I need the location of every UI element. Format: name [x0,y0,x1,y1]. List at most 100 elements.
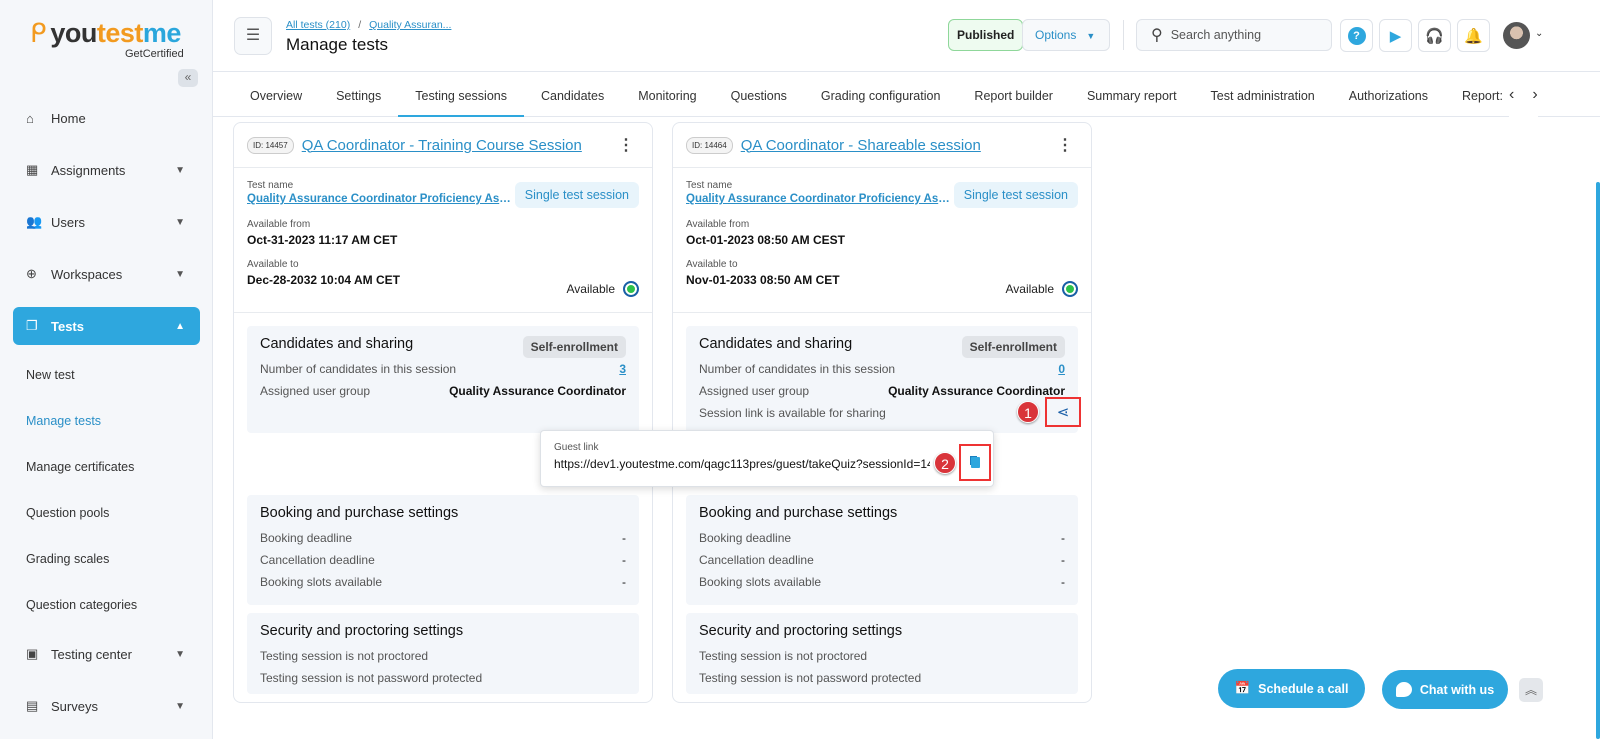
sidebar-item-tests[interactable]: ❐ Tests ▲ [13,307,200,345]
row-label: Number of candidates in this session [260,362,457,376]
search-placeholder: Search anything [1170,28,1262,42]
row-value: - [622,531,626,545]
row-label: Session link is available for sharing [699,406,886,420]
tab-questions[interactable]: Questions [730,89,787,103]
help-button[interactable]: ? [1340,19,1373,52]
chat-label: Chat with us [1419,682,1495,697]
sidebar-item-home[interactable]: ⌂ Home [0,92,213,144]
tests-icon: ❐ [26,318,38,333]
chevron-up-icon: ▲ [175,320,185,332]
candidates-count-link[interactable]: 0 [1058,362,1065,376]
options-dropdown[interactable]: Options ▼ [1022,19,1110,51]
more-options-icon[interactable]: ⋮ [618,137,634,154]
chevron-down-icon: ▼ [175,700,185,712]
sidebar-item-workspaces[interactable]: ⊕ Workspaces ▼ [0,248,213,300]
status-dot-icon [623,281,639,297]
sidebar-subitem-manage-certificates[interactable]: Manage certificates [26,460,135,474]
tab-candidates[interactable]: Candidates [540,89,605,103]
available-to-value: Nov-01-2033 08:50 AM CET [686,273,840,287]
chevron-down-icon: ▼ [175,216,185,228]
tab-summary-report[interactable]: Summary report [1086,89,1177,103]
row-value: - [1061,531,1065,545]
row-label: Assigned user group [699,384,810,398]
sidebar-item-label: Users [51,214,85,230]
sidebar-item-surveys[interactable]: ▤ Surveys ▼ [0,680,213,732]
sidebar-subitem-question-categories[interactable]: Question categories [26,598,138,612]
available-to-label: Available to [686,259,738,270]
sidebar-nav: ⌂ Home ▦ Assignments ▼ 👥 Users ▼ ⊕ Workspaces ▼… [0,92,213,732]
scroll-to-top-button[interactable]: ︽ [1519,678,1543,702]
tab-list: Overview Settings Testing sessions Candi… [213,73,1505,117]
session-title-link[interactable]: QA Coordinator - Shareable session [740,136,981,154]
home-icon: ⌂ [26,110,34,126]
play-button[interactable]: ▶ [1379,19,1412,52]
test-name-link[interactable]: Quality Assurance Coordinator Proficienc… [686,193,956,205]
chat-bubble-icon [1395,682,1412,697]
status-badge[interactable]: Published [948,19,1024,51]
guest-link-url[interactable]: https://dev1.youtestme.com/qagc113pres/g… [554,457,930,471]
user-group-value: Quality Assurance Coordinator [449,384,626,398]
tab-monitoring[interactable]: Monitoring [638,89,697,103]
scrollbar[interactable] [1596,182,1600,739]
hamburger-icon: ☰ [245,27,261,44]
breadcrumb-test[interactable]: Quality Assuran... [369,19,452,31]
sidebar-item-label: Home [51,110,86,126]
tab-report-builder[interactable]: Report builder [974,89,1053,103]
support-button[interactable]: 🎧 [1418,19,1451,52]
row-value: - [622,575,626,589]
tab-test-administration[interactable]: Test administration [1210,89,1315,103]
share-button[interactable]: ⋖ [1045,397,1081,427]
sidebar-subitem-manage-tests[interactable]: Manage tests [26,414,102,428]
sidebar-subitem-new-test[interactable]: New test [26,368,75,382]
search-icon: ⚲ [1151,27,1163,44]
collapse-sidebar-button[interactable]: « [178,69,198,87]
copy-link-button[interactable] [959,444,991,481]
session-title-link[interactable]: QA Coordinator - Training Course Session [301,136,582,154]
tab-overview[interactable]: Overview [250,89,303,103]
tab-testing-sessions[interactable]: Testing sessions [398,73,524,117]
row-label: Number of candidates in this session [699,362,896,376]
sidebar-item-testing-center[interactable]: ▣ Testing center ▼ [0,628,213,680]
sidebar-item-label: Workspaces [51,266,123,282]
row-label: Cancellation deadline [699,553,814,567]
enrollment-badge: Self-enrollment [961,336,1065,358]
logo-text: you [50,18,97,48]
security-section: Security and proctoring settings Testing… [686,613,1078,694]
chevron-left-icon[interactable]: ‹ [1509,86,1515,103]
test-name-label: Test name [686,180,733,191]
row-label: Booking deadline [260,531,353,545]
search-input[interactable]: ⚲ Search anything [1136,19,1332,51]
sidebar: ᑭ youtestme GetCertified « ⌂ Home ▦ Assign… [0,0,213,739]
assignments-icon: ▦ [26,162,39,177]
session-id-badge: ID: 14464 [686,136,733,154]
chat-button[interactable]: Chat with us [1382,670,1508,709]
schedule-call-button[interactable]: 📅 Schedule a call [1218,669,1365,708]
session-card: ID: 14457 QA Coordinator - Training Cours… [233,122,653,703]
logo-text: test [96,18,144,48]
tab-settings[interactable]: Settings [336,89,382,103]
sidebar-item-users[interactable]: 👥 Users ▼ [0,196,213,248]
menu-button[interactable]: ☰ [234,17,272,55]
more-options-icon[interactable]: ⋮ [1057,137,1073,154]
row-label: Cancellation deadline [260,553,375,567]
booking-section: Booking and purchase settings Booking de… [247,495,639,605]
breadcrumb-separator: / [358,19,362,31]
logo[interactable]: ᑭ youtestme GetCertified [30,18,184,60]
tab-grading-configuration[interactable]: Grading configuration [820,89,941,103]
row-label: Assigned user group [260,384,371,398]
notifications-button[interactable]: 🔔 [1457,19,1490,52]
candidates-count-link[interactable]: 3 [619,362,626,376]
logo-tagline: GetCertified [125,48,184,60]
divider [1123,20,1124,50]
avatar[interactable] [1503,22,1530,49]
sidebar-subitem-question-pools[interactable]: Question pools [26,506,110,520]
tab-authorizations[interactable]: Authorizations [1348,89,1428,103]
sidebar-item-assignments[interactable]: ▦ Assignments ▼ [0,144,213,196]
available-from-label: Available from [686,219,750,230]
test-name-link[interactable]: Quality Assurance Coordinator Proficienc… [247,193,517,205]
sidebar-subitem-grading-scales[interactable]: Grading scales [26,552,110,566]
breadcrumb-all-tests[interactable]: All tests (210) [286,19,351,31]
chevron-down-icon[interactable]: ⌄ [1535,28,1544,39]
chevron-right-icon[interactable]: › [1532,86,1538,103]
tab-reports[interactable]: Report: [1461,89,1503,103]
